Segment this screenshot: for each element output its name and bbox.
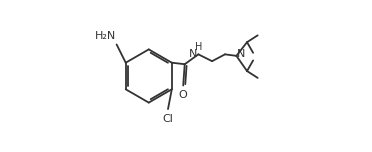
- Text: H₂N: H₂N: [94, 31, 116, 41]
- Text: H: H: [195, 42, 202, 52]
- Text: N: N: [189, 49, 198, 59]
- Text: O: O: [179, 90, 187, 100]
- Text: N: N: [237, 49, 245, 59]
- Text: Cl: Cl: [163, 114, 173, 124]
